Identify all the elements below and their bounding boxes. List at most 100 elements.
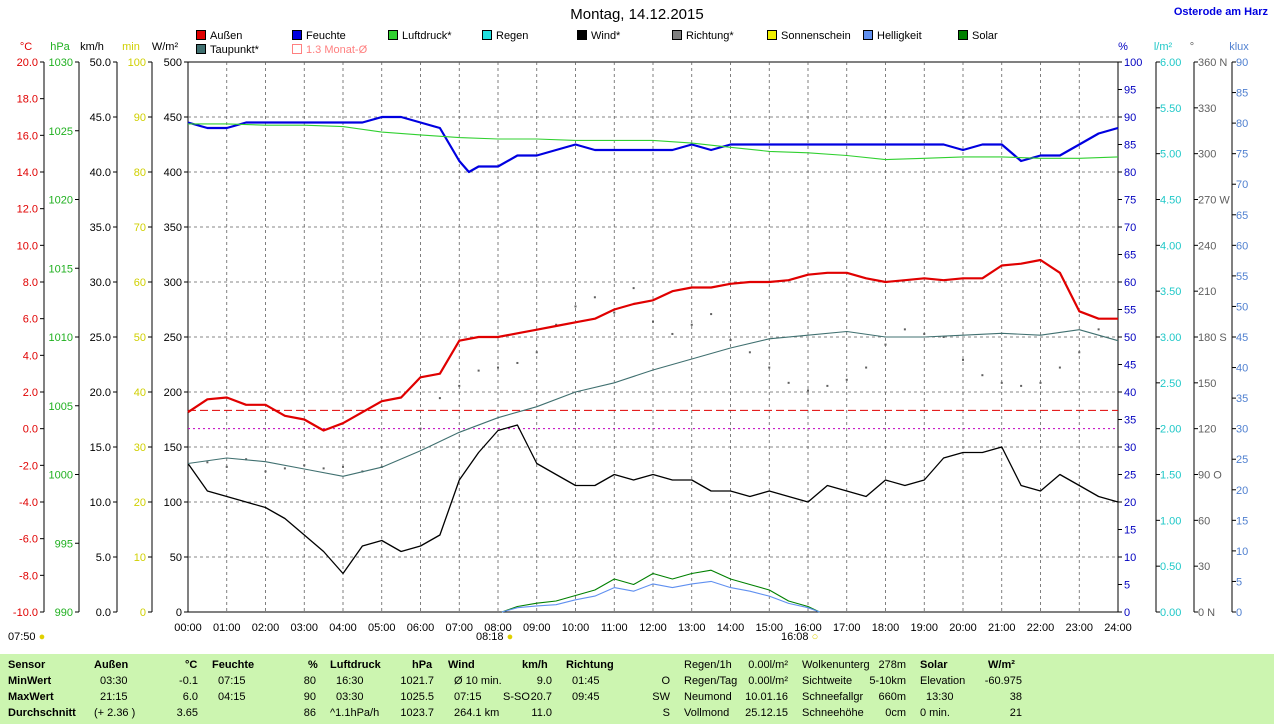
- lux-tick-label: 50: [1236, 301, 1248, 313]
- solar-tick-label: 100: [164, 497, 182, 509]
- stats-footer: Sensor MinWert MaxWert Durchschnitt Auße…: [0, 654, 1274, 724]
- rain-tick-label: 2.00: [1160, 424, 1181, 436]
- rain-tick-label: 2.50: [1160, 378, 1181, 390]
- wind-tick-label: 0.0: [96, 607, 111, 619]
- direction-point: [923, 332, 926, 335]
- legend-item-luftdruck[interactable]: Luftdruck*: [388, 30, 452, 42]
- direction-point: [826, 384, 829, 387]
- direction-point: [225, 465, 228, 468]
- direction-tick-label: 270 W: [1198, 195, 1230, 207]
- wind-unit: km/h: [522, 659, 548, 671]
- sun-icon: ○: [811, 631, 819, 643]
- legend-item-helligkeit[interactable]: Helligkeit: [863, 30, 922, 42]
- legend-item-richtung[interactable]: Richtung*: [672, 30, 734, 42]
- sun-tick-label: 60: [134, 277, 146, 289]
- humidity-tick-label: 75: [1124, 195, 1136, 207]
- aussen-max-time: 21:15: [100, 691, 128, 703]
- lux-tick-label: 15: [1236, 515, 1248, 527]
- sunrise-label: 08:18 ●: [476, 631, 514, 643]
- feuchte-max-time: 04:15: [218, 691, 246, 703]
- direction-tick-label: 330: [1198, 103, 1216, 115]
- legend-swatch: [577, 30, 587, 40]
- direction-point: [787, 381, 790, 384]
- direction-point: [206, 461, 209, 464]
- direction-point: [671, 332, 674, 335]
- legend-item-aussen[interactable]: Außen: [196, 30, 242, 42]
- rain-tick-label: 1.00: [1160, 515, 1181, 527]
- direction-point: [962, 358, 964, 361]
- aussen-min: -0.1: [179, 675, 198, 687]
- solar-tick-label: 200: [164, 387, 182, 399]
- direction-point: [438, 397, 441, 400]
- x-tick-label: 15:00: [755, 622, 783, 634]
- direction-point: [1078, 351, 1081, 354]
- aussen-trend: (+ 2.36 ): [94, 707, 136, 719]
- series-line-auen: [187, 258, 1118, 432]
- direction-tick-label: 150: [1198, 378, 1216, 390]
- solar-tick-label: 350: [164, 222, 182, 234]
- legend-item-monat[interactable]: 1.3 Monat-Ø: [292, 44, 367, 56]
- legend-item-wind[interactable]: Wind*: [577, 30, 620, 42]
- sun-tick-label: 20: [134, 497, 146, 509]
- lux-tick-label: 25: [1236, 454, 1248, 466]
- legend-item-sonnenschein[interactable]: Sonnenschein: [767, 30, 851, 42]
- legend-swatch: [292, 30, 302, 40]
- wind-avg: 11.0: [531, 707, 552, 719]
- direction-point: [807, 389, 809, 392]
- sunshine-value: 21: [1009, 707, 1022, 719]
- legend-item-feuchte[interactable]: Feuchte: [292, 30, 346, 42]
- pressure-tick-label: 1010: [49, 332, 73, 344]
- temp-tick-label: -2.0: [19, 460, 38, 472]
- pressure-tick-label: 995: [55, 538, 73, 550]
- temp-tick-label: 14.0: [17, 167, 38, 179]
- sun-tick-label: 0: [140, 607, 146, 619]
- pressure-tick-label: 1025: [49, 126, 73, 138]
- wind-tick-label: 50.0: [90, 57, 111, 69]
- direction-point: [535, 351, 538, 354]
- legend-item-regen[interactable]: Regen: [482, 30, 528, 42]
- legend-swatch: [958, 30, 968, 40]
- humidity-tick-label: 40: [1124, 387, 1136, 399]
- solar-tick-label: 500: [164, 57, 182, 69]
- richtung-header: Richtung: [566, 659, 614, 671]
- x-tick-label: 03:00: [290, 622, 318, 634]
- humidity-tick-label: 80: [1124, 167, 1136, 179]
- legend-item-solar[interactable]: Solar: [958, 30, 998, 42]
- direction-point: [555, 323, 558, 326]
- direction-point: [1039, 381, 1042, 384]
- x-tick-label: 10:00: [562, 622, 590, 634]
- direction-point: [419, 427, 422, 430]
- direction-point: [613, 311, 616, 314]
- lux-unit-label: klux: [1229, 41, 1249, 53]
- legend-item-taupunkt[interactable]: Taupunkt*: [196, 44, 259, 56]
- direction-tick-label: 240: [1198, 240, 1216, 252]
- wind-tick-label: 35.0: [90, 222, 111, 234]
- direction-point: [283, 467, 286, 470]
- weather-chart: 00:00 01:00 02:00 03:00 04:00 05:00 06:00 07:00…: [13, 41, 1249, 634]
- x-tick-label: 24:00: [1104, 622, 1132, 634]
- luftdruck-max-time: 03:30: [336, 691, 364, 703]
- rain-1h-value: 0.00l/m²: [748, 659, 788, 671]
- temp-tick-label: -8.0: [19, 570, 38, 582]
- lux-tick-label: 20: [1236, 485, 1248, 497]
- humidity-tick-label: 100: [1124, 57, 1142, 69]
- rain-tick-label: 4.50: [1160, 195, 1181, 207]
- direction-point: [303, 464, 306, 467]
- humidity-tick-label: 15: [1124, 525, 1136, 537]
- direction-point: [768, 366, 771, 369]
- humidity-tick-label: 0: [1124, 607, 1130, 619]
- legend-swatch: [767, 30, 777, 40]
- humidity-tick-label: 45: [1124, 360, 1136, 372]
- direction-point: [1000, 381, 1003, 384]
- x-tick-label: 11:00: [601, 622, 628, 634]
- pressure-tick-label: 990: [55, 607, 73, 619]
- direction-point: [1020, 384, 1023, 387]
- rain-day-label: Regen/Tag: [684, 675, 738, 687]
- direction-point: [574, 305, 577, 308]
- row-max-label: MaxWert: [8, 691, 54, 703]
- temp-tick-label: -10.0: [13, 607, 38, 619]
- lux-tick-label: 40: [1236, 363, 1248, 375]
- x-tick-label: 12:00: [639, 622, 667, 634]
- series-line-luftdruck: [188, 123, 1119, 161]
- lux-tick-label: 0: [1236, 607, 1242, 619]
